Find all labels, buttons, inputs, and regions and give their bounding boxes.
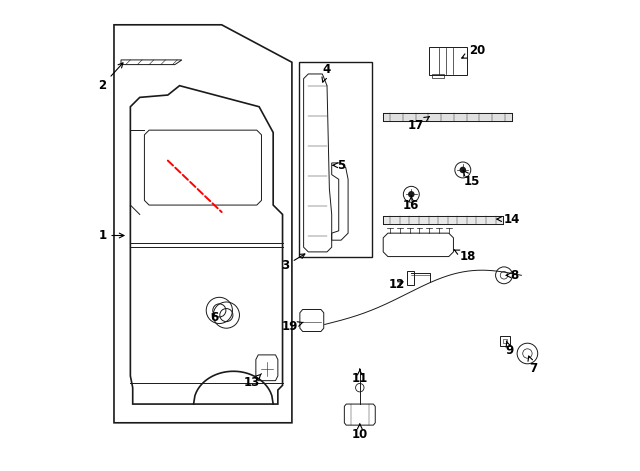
- Text: 3: 3: [281, 254, 305, 272]
- Bar: [299, 62, 371, 257]
- Text: 14: 14: [497, 212, 520, 226]
- Text: 1: 1: [98, 229, 124, 242]
- Text: 9: 9: [506, 341, 514, 357]
- Bar: [433, 74, 444, 78]
- Text: 19: 19: [282, 320, 303, 333]
- Text: 8: 8: [506, 269, 518, 282]
- Text: 5: 5: [333, 159, 345, 172]
- Bar: [500, 336, 509, 346]
- Text: 10: 10: [351, 424, 368, 441]
- Text: 12: 12: [389, 278, 405, 291]
- Text: 15: 15: [463, 170, 481, 188]
- Bar: [502, 339, 508, 343]
- Text: 18: 18: [454, 250, 476, 263]
- Text: 16: 16: [403, 196, 419, 211]
- Text: 20: 20: [461, 44, 485, 58]
- Text: 6: 6: [211, 311, 219, 324]
- Circle shape: [408, 191, 415, 197]
- Text: 13: 13: [244, 374, 261, 390]
- Circle shape: [460, 167, 466, 173]
- Bar: [406, 271, 414, 284]
- Text: 17: 17: [408, 116, 429, 132]
- Text: 4: 4: [322, 63, 331, 82]
- Text: 2: 2: [98, 63, 123, 92]
- Text: 11: 11: [351, 369, 368, 385]
- Text: 7: 7: [528, 356, 537, 375]
